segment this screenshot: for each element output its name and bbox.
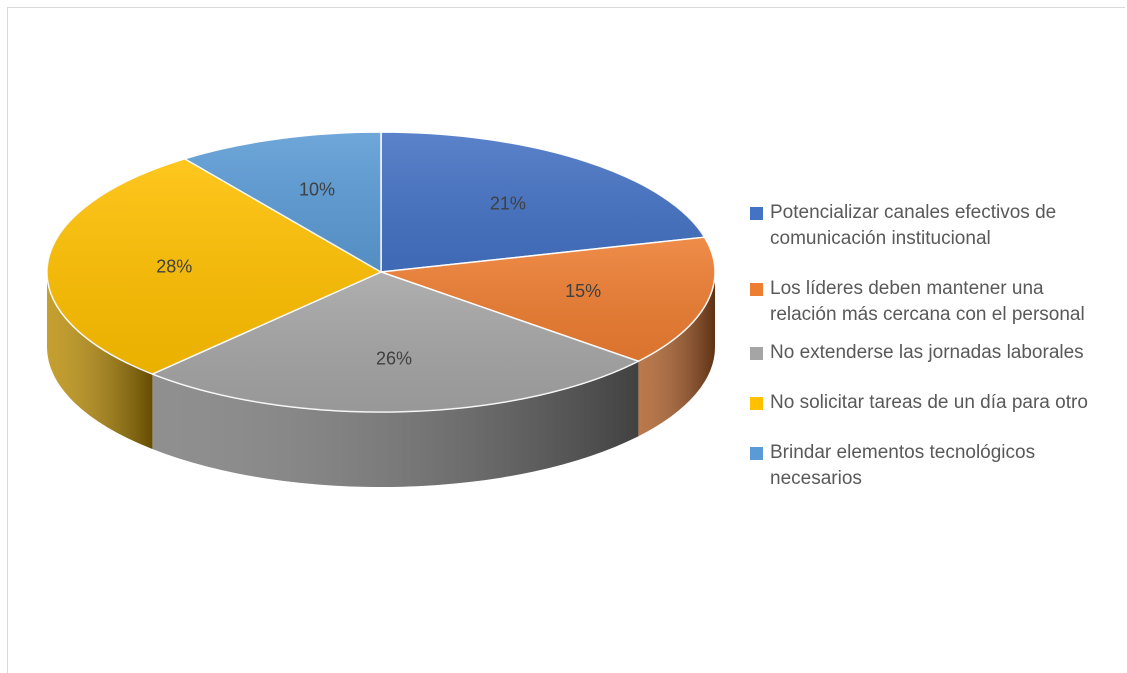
legend-label: Los líderes deben mantener una relación …: [770, 278, 1085, 325]
pie-sides: [47, 272, 715, 487]
legend-swatch: [750, 447, 763, 460]
legend-swatch: [750, 397, 763, 410]
pie-side-shading: [638, 272, 715, 437]
pie-chart: 21% 15% 26% 28% 10%: [46, 131, 716, 487]
pie-slice-shading: [381, 132, 705, 272]
chart-area: [7, 7, 1125, 673]
legend-item: No solicitar tareas de un día para otro: [750, 390, 1110, 416]
legend-swatch: [750, 207, 763, 220]
legend-item: No extenderse las jornadas laborales: [750, 340, 1110, 366]
legend-label: Potencializar canales efectivos de comun…: [770, 202, 1057, 249]
pie-labels: 21% 15% 26% 28% 10%: [156, 179, 601, 368]
pie-side-shading: [47, 272, 153, 450]
legend: Potencializar canales efectivos de comun…: [750, 200, 1110, 504]
slice-percent-label: 15%: [565, 281, 601, 301]
slice-percent-label: 10%: [299, 179, 335, 199]
pie-side-shading: [152, 361, 639, 487]
slice-percent-label: 26%: [376, 349, 412, 369]
pie-slice-shading: [184, 132, 381, 272]
slice-percent-label: 21%: [490, 193, 526, 213]
legend-label: Brindar elementos tecnológicos necesario…: [770, 442, 1036, 489]
pie-tops: [46, 131, 716, 413]
legend-swatch: [750, 347, 763, 360]
legend-item: Potencializar canales efectivos de comun…: [750, 200, 1110, 252]
legend-swatch: [750, 283, 763, 296]
legend-item: Brindar elementos tecnológicos necesario…: [750, 440, 1110, 492]
pie-slice-shading: [47, 158, 382, 375]
pie-slice-shading: [381, 237, 715, 362]
slice-percent-label: 28%: [156, 257, 192, 277]
pie-slice-shading: [152, 272, 639, 412]
legend-label: No solicitar tareas de un día para otro: [770, 392, 1088, 413]
legend-item: Los líderes deben mantener una relación …: [750, 276, 1110, 328]
legend-label: No extenderse las jornadas laborales: [770, 342, 1084, 363]
